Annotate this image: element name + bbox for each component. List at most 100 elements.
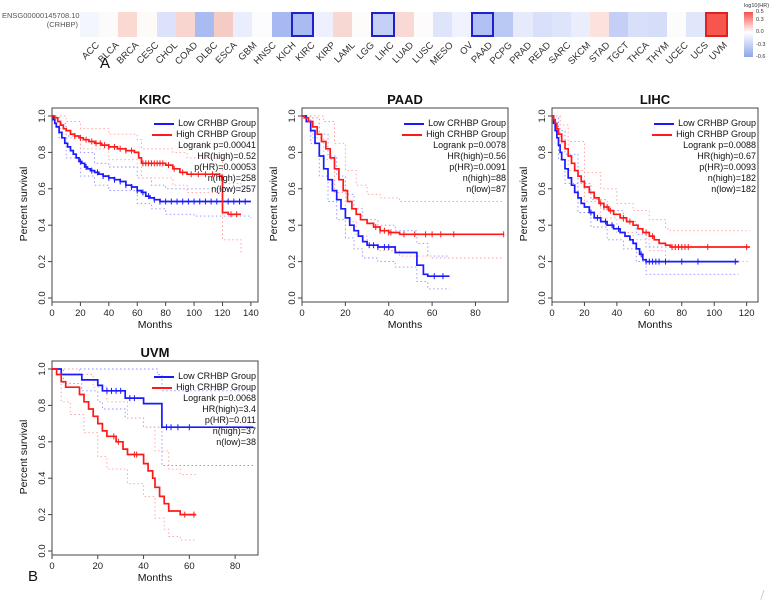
chart-title: UVM: [140, 345, 170, 360]
legend-item-low: Low CRHBP Group: [652, 118, 756, 129]
heatmap-cell-kirc: [290, 12, 314, 37]
km-plot-canvas: 0 20 40 60 80 0.0 0.2 0.4 0.6 0.8 1.0: [37, 360, 259, 572]
heatmap-cell-thym: [647, 12, 667, 37]
km-plot-canvas: 0 20 40 60 80 100 120 0.0 0.2 0.4 0.6 0.8 1.0: [537, 107, 759, 319]
x-tick-label: 60: [184, 561, 195, 572]
stat-line: n(high)=88: [462, 173, 506, 183]
stray-mark: [754, 588, 765, 600]
chart-legend: Low CRHBP Group High CRHBP Group Logrank…: [152, 371, 256, 448]
chart-stats: Logrank p=0.0068 HR(high)=3.4 p(HR)=0.011 n…: [152, 393, 256, 448]
heatmap-label-luad: LUAD: [390, 40, 417, 66]
gene-label: ENSG00000145708.10 (CRHBP): [2, 11, 80, 29]
confidence-interval-curve: [552, 115, 739, 248]
stat-line: Logrank p=0.0068: [183, 393, 256, 403]
heatmap-cell-blca: [99, 12, 119, 37]
chart-stats: Logrank p=0.0078 HR(high)=0.56 p(HR)=0.009…: [402, 140, 506, 195]
legend-label-high: High CRHBP Group: [426, 129, 506, 139]
y-tick-label: 0.0: [37, 291, 48, 304]
heatmap-label-kirc: KIRC: [294, 40, 318, 64]
y-tick-label: 0.4: [287, 219, 298, 232]
heatmap-cell-meso: [432, 12, 452, 37]
stat-line: n(high)=258: [207, 173, 256, 183]
x-tick-label: 100: [186, 308, 202, 319]
km-plot-uvm: UVM 0 20 40 60 80 0.0 0.2 0.4 0.6 0.8 1.0 Percent …: [12, 345, 264, 603]
y-tick-label: 0.8: [37, 146, 48, 159]
x-tick-label: 20: [75, 308, 86, 319]
colorbar-tick-label: -0.3: [756, 41, 766, 48]
plot-frame: [51, 360, 259, 556]
confidence-interval-curve: [302, 115, 504, 259]
legend-label-low: Low CRHBP Group: [678, 118, 756, 128]
x-tick-label: 20: [340, 308, 351, 319]
km-curve-high: [552, 115, 750, 248]
y-tick-label: 0.0: [537, 291, 548, 304]
legend-label-low: Low CRHBP Group: [178, 118, 256, 128]
x-tick-label: 60: [132, 308, 143, 319]
km-curve-low: [52, 368, 254, 429]
y-tick-label: 0.2: [537, 255, 548, 268]
x-tick-label: 0: [49, 308, 54, 319]
y-tick-label: 0.0: [37, 544, 48, 557]
heatmap-cells: [80, 12, 729, 37]
heatmap-cell-lgg: [352, 12, 372, 37]
heatmap-cell-pcpg: [494, 12, 514, 37]
colorbar-tick-label: -0.6: [756, 54, 766, 60]
km-plot-lihc: LIHC 0 20 40 60 80 100 120 0.0 0.2 0.4 0.6 0.8 1.0 P…: [512, 92, 764, 350]
gene-id: ENSG00000145708.10: [2, 11, 80, 20]
confidence-interval-curve: [552, 115, 750, 232]
colorbar-tick-label: 0.3: [756, 17, 764, 24]
low-group-line-swatch: [154, 122, 175, 125]
x-tick-label: 80: [230, 561, 241, 572]
km-plot-canvas: 0 20 40 60 80 0.0 0.2 0.4 0.6 0.8 1.0: [287, 107, 509, 319]
legend-label-low: Low CRHBP Group: [178, 371, 256, 381]
heatmap-cell-kirp: [313, 12, 334, 37]
heatmap-cell-thca: [628, 12, 648, 37]
legend-item-high: High CRHBP Group: [152, 129, 256, 140]
x-tick-label: 80: [470, 308, 481, 319]
heatmap-cell-read: [532, 12, 552, 37]
heatmap-cell-sarc: [551, 12, 571, 37]
chart-title: KIRC: [139, 92, 171, 107]
chart-stats: Logrank p=0.0088 HR(high)=0.67 p(HR)=0.009…: [652, 140, 756, 195]
heatmap-cell-dlbc: [194, 12, 215, 37]
stat-line: n(high)=182: [707, 173, 756, 183]
x-tick-label: 40: [612, 308, 623, 319]
legend-item-high: High CRHBP Group: [652, 129, 756, 140]
low-group-line-swatch: [154, 375, 175, 378]
confidence-interval-curve: [302, 115, 450, 257]
stat-line: HR(high)=0.56: [447, 151, 506, 161]
confidence-interval-curve: [552, 115, 750, 263]
x-tick-label: 140: [243, 308, 259, 319]
y-axis-label: Percent survival: [18, 419, 30, 495]
heatmap-cell-cesc: [137, 12, 157, 37]
chart-title: LIHC: [639, 92, 671, 107]
heatmap-label-uvm: UVM: [707, 40, 731, 63]
stat-line: p(HR)=0.011: [204, 415, 256, 425]
plot-frame: [51, 107, 259, 303]
heatmap-cell-stad: [590, 12, 610, 37]
x-tick-label: 100: [706, 308, 722, 319]
y-tick-label: 1.0: [37, 362, 48, 375]
x-tick-label: 40: [383, 308, 394, 319]
heatmap-labels: ACC BLCA BRCA CESC CHOL COAD DLBC ESCA GBM HNSC KI…: [80, 40, 731, 98]
heatmap-label-ucs: UCS: [688, 40, 711, 62]
heatmap-cell-laml: [333, 12, 353, 37]
x-tick-label: 0: [299, 308, 304, 319]
heatmap-cell-prad: [513, 12, 533, 37]
heatmap-cell-coad: [175, 12, 195, 37]
high-group-line-swatch: [402, 133, 423, 136]
colorbar: log10(HR) 0.5 0.3 0.0 -0.3 -0.6: [744, 3, 776, 65]
stat-line: HR(high)=0.67: [697, 151, 756, 161]
heatmap-cell-ucec: [666, 12, 686, 37]
y-tick-label: 0.8: [287, 146, 298, 159]
x-tick-label: 40: [138, 561, 149, 572]
chart-legend: Low CRHBP Group High CRHBP Group Logrank…: [402, 118, 506, 195]
chart-title: PAAD: [387, 92, 423, 107]
heatmap-cell-acc: [80, 12, 100, 37]
stat-line: HR(high)=0.52: [197, 151, 256, 161]
colorbar-gradient: [744, 12, 753, 57]
stat-line: n(low)=38: [216, 437, 256, 447]
x-axis-label: Months: [387, 319, 423, 331]
y-tick-label: 0.6: [37, 182, 48, 195]
legend-item-low: Low CRHBP Group: [402, 118, 506, 129]
